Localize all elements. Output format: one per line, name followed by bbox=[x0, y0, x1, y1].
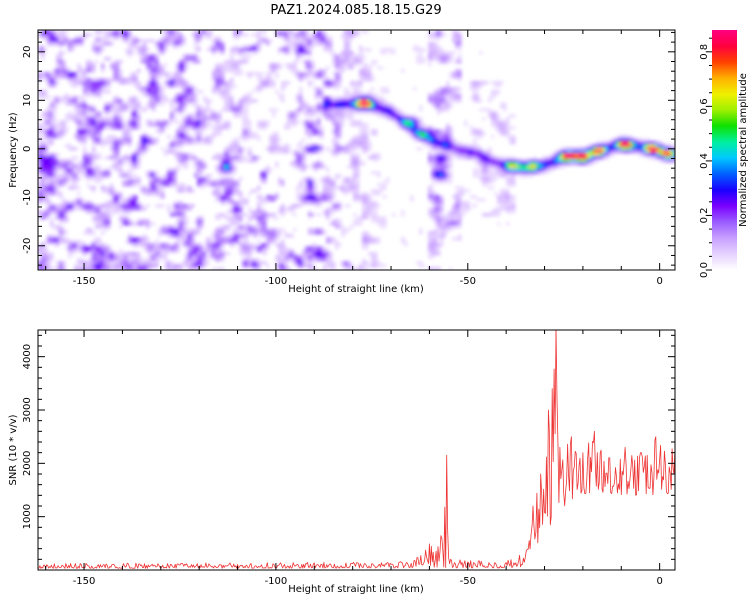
figure-title: PAZ1.2024.085.18.15.G29 bbox=[270, 3, 441, 18]
spectrogram-x-tick-label: -150 bbox=[73, 276, 96, 287]
spectrogram-frame bbox=[37, 29, 676, 271]
spectrogram-y-tick-label: 10 bbox=[22, 94, 33, 107]
snr-y-tick-label: 1000 bbox=[22, 504, 33, 529]
snr-panel: -150 -100 -50 0 1000 2000 3000 4000 Height of … bbox=[8, 329, 676, 595]
colorbar-tick-label: 0.0 bbox=[699, 262, 710, 278]
snr-x-tick-label: -100 bbox=[265, 576, 288, 587]
spectrogram-x-tick-label: -50 bbox=[460, 276, 476, 287]
snr-y-tick-label: 2000 bbox=[22, 451, 33, 476]
snr-y-axis-label: SNR (10 * v/v) bbox=[8, 414, 19, 485]
snr-frame bbox=[37, 329, 676, 571]
spectrogram-y-ticks: -20 -10 0 10 20 bbox=[22, 31, 675, 266]
spectrogram-y-tick-label: -20 bbox=[22, 238, 33, 254]
colorbar-tick-label: 0.2 bbox=[699, 208, 710, 224]
spectrogram-y-tick-label: 20 bbox=[22, 45, 33, 58]
spectrogram-x-axis-label: Height of straight line (km) bbox=[288, 284, 424, 295]
snr-x-axis-label: Height of straight line (km) bbox=[288, 584, 424, 595]
colorbar-tick-label: 0.6 bbox=[699, 98, 710, 114]
snr-x-ticks: -150 -100 -50 0 bbox=[45, 330, 663, 587]
snr-x-tick-label: -150 bbox=[73, 576, 96, 587]
spectrogram-x-tick-label: -100 bbox=[265, 276, 288, 287]
snr-y-ticks: 1000 2000 3000 4000 bbox=[22, 334, 675, 560]
colorbar-label: Normalized spectral amplitude bbox=[738, 73, 749, 227]
snr-x-tick-label: -50 bbox=[460, 576, 476, 587]
spectrogram-y-tick-label: 0 bbox=[22, 146, 33, 152]
colorbar-tick-label: 0.4 bbox=[699, 153, 710, 169]
heatmap-cells bbox=[38, 30, 675, 270]
colorbar: 0.0 0.2 0.4 0.6 0.8 Normalized spectral ampl… bbox=[699, 30, 749, 278]
colorbar-ticks: 0.0 0.2 0.4 0.6 0.8 bbox=[699, 37, 712, 278]
heatmap-field bbox=[38, 30, 675, 270]
spectrogram-y-axis-label: Frequency (Hz) bbox=[8, 112, 19, 188]
snr-y-tick-label: 4000 bbox=[22, 344, 33, 369]
colorbar-tick-label: 0.8 bbox=[699, 44, 710, 60]
colorbar-gradient bbox=[712, 30, 737, 270]
spectrogram-y-tick-label: -10 bbox=[22, 189, 33, 205]
snr-y-tick-label: 3000 bbox=[22, 397, 33, 422]
snr-series-line bbox=[38, 330, 675, 569]
spectrogram-x-tick-label: 0 bbox=[656, 276, 662, 287]
spectrogram-x-ticks: -150 -100 -50 0 bbox=[45, 30, 663, 287]
snr-x-tick-label: 0 bbox=[656, 576, 662, 587]
